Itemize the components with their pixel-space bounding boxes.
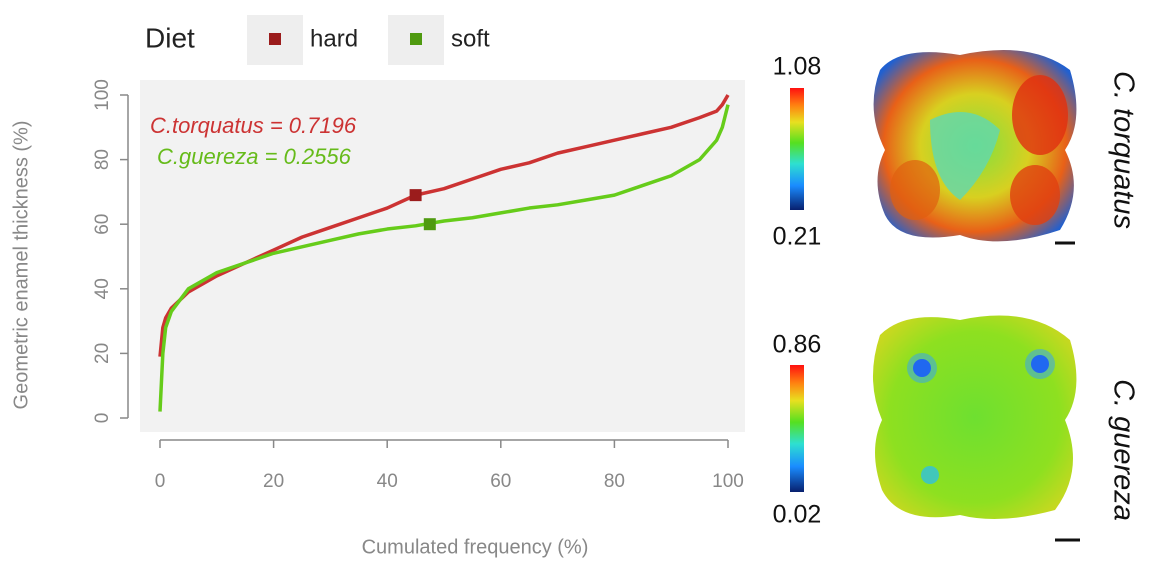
legend-label: hard (310, 25, 358, 52)
y-tick-label: 80 (92, 149, 113, 170)
y-tick-label: 0 (92, 413, 113, 424)
species-label: C. torquatus (1107, 71, 1139, 229)
marker (410, 189, 422, 201)
y-tick-label: 20 (92, 343, 113, 364)
y-tick-label: 40 (92, 278, 113, 299)
x-tick-label: 60 (490, 471, 511, 492)
figure: Diet Cumulated frequency (%) Geometric e… (0, 0, 1153, 562)
annotation: C.guereza = 0.2556 (157, 144, 352, 169)
colorbar-min: 0.21 (773, 223, 822, 251)
x-axis-label: Cumulated frequency (%) (362, 536, 589, 558)
y-tick-label: 100 (92, 79, 113, 111)
x-tick-label: 0 (155, 471, 166, 492)
annotation: C.torquatus = 0.7196 (150, 113, 357, 138)
legend-label: soft (451, 25, 490, 52)
x-tick-label: 40 (377, 471, 398, 492)
legend-title: Diet (145, 22, 195, 53)
colorbar (790, 365, 804, 492)
tooth-image (874, 50, 1077, 243)
legend-marker (269, 33, 281, 45)
colorbar (790, 88, 804, 210)
x-tick-label: 80 (604, 471, 625, 492)
colorbar-max: 0.86 (773, 331, 822, 359)
y-axis-label: Geometric enamel thickness (%) (10, 121, 32, 410)
colorbar-min: 0.02 (773, 501, 822, 529)
y-tick-label: 60 (92, 214, 113, 235)
x-tick-label: 100 (712, 471, 744, 492)
x-tick-label: 20 (263, 471, 284, 492)
marker (424, 218, 436, 230)
colorbar-max: 1.08 (773, 53, 822, 81)
species-label: C. guereza (1107, 379, 1139, 521)
legend-marker (410, 33, 422, 45)
tooth-image (873, 316, 1080, 541)
